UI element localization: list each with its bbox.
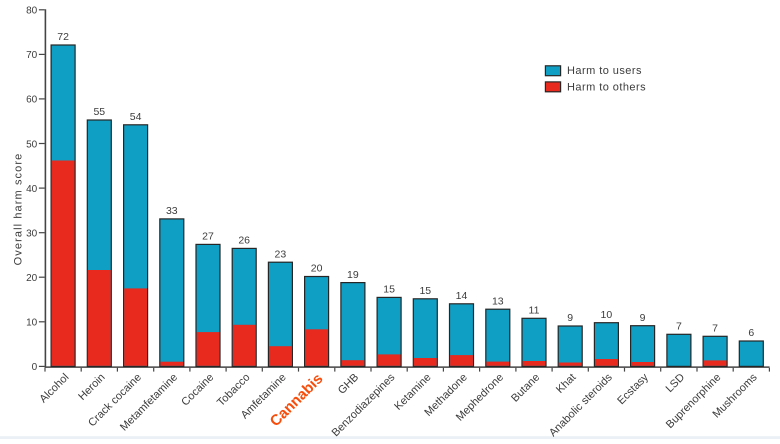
svg-text:15: 15	[419, 285, 431, 297]
svg-text:11: 11	[529, 305, 540, 317]
svg-text:13: 13	[492, 295, 504, 307]
svg-text:19: 19	[347, 269, 359, 281]
svg-text:72: 72	[57, 31, 69, 43]
svg-text:26: 26	[238, 235, 250, 247]
svg-text:70: 70	[26, 50, 38, 61]
svg-text:14: 14	[456, 290, 468, 302]
svg-text:7: 7	[712, 323, 718, 335]
svg-text:30: 30	[26, 229, 38, 240]
svg-text:80: 80	[26, 6, 38, 17]
svg-text:0: 0	[32, 362, 38, 373]
svg-text:7: 7	[676, 321, 682, 333]
svg-text:55: 55	[93, 106, 105, 118]
svg-text:27: 27	[202, 231, 214, 243]
svg-text:20: 20	[26, 273, 38, 284]
svg-text:54: 54	[130, 111, 142, 123]
svg-text:Overall harm score: Overall harm score	[13, 153, 25, 266]
svg-text:33: 33	[166, 205, 178, 217]
svg-text:9: 9	[640, 312, 646, 324]
svg-text:Harm to users: Harm to users	[567, 65, 642, 77]
svg-text:9: 9	[567, 312, 573, 324]
svg-text:20: 20	[311, 263, 323, 275]
svg-text:Harm to others: Harm to others	[567, 81, 646, 93]
svg-text:10: 10	[601, 309, 613, 321]
svg-text:6: 6	[748, 327, 754, 339]
svg-text:60: 60	[26, 95, 38, 106]
svg-text:50: 50	[26, 139, 38, 150]
svg-text:40: 40	[26, 184, 38, 195]
svg-text:10: 10	[26, 318, 38, 329]
svg-text:23: 23	[275, 248, 287, 260]
svg-text:15: 15	[383, 284, 395, 296]
